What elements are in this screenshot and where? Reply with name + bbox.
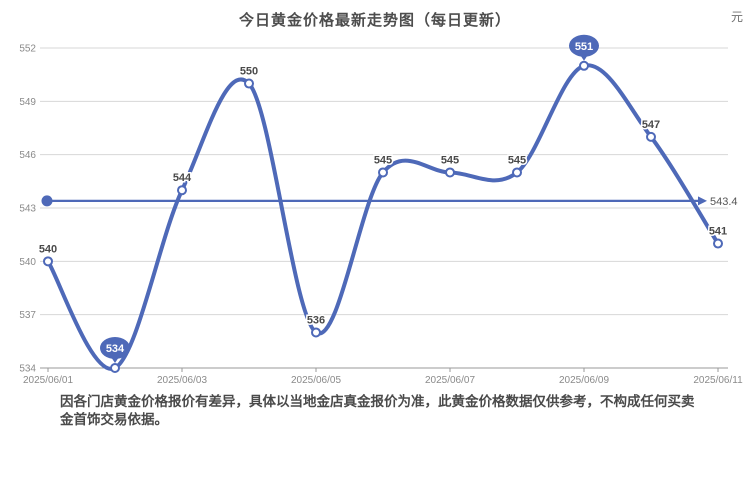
point-value-label: 545 — [508, 154, 526, 166]
disclaimer-note: 因各门店黄金价格报价有差异，具体以当地金店真金报价为准，此黄金价格数据仅供参考，… — [60, 393, 725, 429]
disclaimer-line-2: 金首饰交易依据。 — [60, 412, 168, 427]
y-axis-label: 549 — [19, 97, 36, 108]
point-value-label: 547 — [642, 119, 660, 131]
y-axis-label: 552 — [19, 44, 36, 55]
data-point-marker[interactable] — [512, 167, 522, 178]
data-point-marker[interactable] — [43, 256, 53, 267]
y-axis-label: 534 — [19, 364, 36, 375]
x-axis-label: 2025/06/05 — [291, 375, 341, 386]
chart-title: 今日黄金价格最新走势图（每日更新） — [238, 12, 511, 29]
y-axis-label: 543 — [19, 204, 36, 215]
data-point-marker[interactable] — [244, 78, 254, 89]
data-point-marker[interactable] — [713, 238, 723, 249]
point-value-label: 544 — [173, 172, 192, 184]
x-axis-label: 2025/06/01 — [23, 375, 73, 386]
point-value-label: 536 — [307, 314, 325, 326]
data-point-marker[interactable] — [177, 185, 187, 196]
average-line-arrow — [698, 196, 707, 206]
point-value-label: 540 — [39, 243, 57, 255]
average-line-start-marker — [41, 195, 53, 207]
data-point-marker[interactable] — [579, 60, 589, 71]
x-axis-label: 2025/06/07 — [425, 375, 475, 386]
extreme-bubble-pointer — [580, 54, 588, 61]
extreme-value-label: 551 — [575, 41, 593, 53]
point-value-label: 541 — [709, 226, 727, 238]
data-point-marker[interactable] — [378, 167, 388, 178]
disclaimer-line-1: 因各门店黄金价格报价有差异，具体以当地金店真金报价为准，此黄金价格数据仅供参考，… — [60, 394, 695, 409]
extreme-value-label: 534 — [106, 343, 125, 355]
extreme-value-bubble — [100, 337, 130, 359]
data-point-marker[interactable] — [110, 363, 120, 373]
x-axis-label: 2025/06/11 — [693, 375, 743, 386]
data-point-marker[interactable] — [646, 131, 656, 142]
extreme-value-bubble — [569, 34, 599, 57]
data-point-marker[interactable] — [311, 327, 321, 338]
point-value-label: 550 — [240, 66, 258, 78]
y-axis-unit-label: 元 — [730, 10, 743, 24]
x-axis-label: 2025/06/09 — [559, 375, 609, 386]
y-axis-label: 537 — [19, 310, 36, 321]
point-value-label: 545 — [441, 154, 459, 166]
extreme-bubble-pointer — [111, 357, 119, 363]
y-axis-label: 540 — [19, 257, 36, 268]
price-line — [46, 63, 720, 371]
data-point-marker[interactable] — [445, 167, 455, 178]
y-axis-label: 546 — [19, 150, 36, 161]
x-axis-label: 2025/06/03 — [157, 375, 207, 386]
average-value-label: 543.4 — [710, 196, 738, 208]
point-value-label: 545 — [374, 154, 392, 166]
